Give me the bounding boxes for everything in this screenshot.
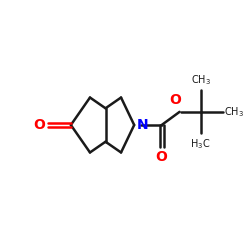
Text: CH$_3$: CH$_3$: [191, 74, 211, 88]
Text: O: O: [34, 118, 45, 132]
Text: O: O: [169, 93, 181, 107]
Text: CH$_3$: CH$_3$: [224, 105, 244, 119]
Text: O: O: [156, 150, 168, 164]
Text: N: N: [136, 118, 148, 132]
Text: H$_3$C: H$_3$C: [190, 137, 210, 151]
